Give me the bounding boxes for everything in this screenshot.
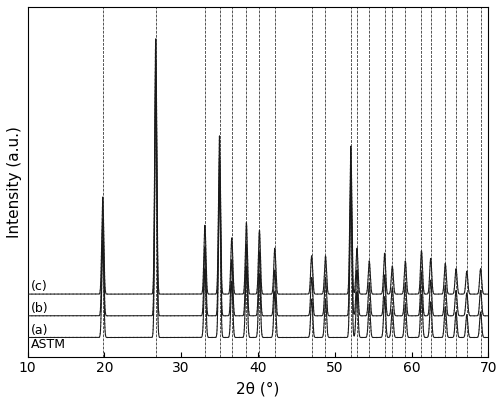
Text: (a): (a) (31, 324, 48, 337)
Text: (c): (c) (31, 280, 47, 293)
Y-axis label: Intensity (a.u.): Intensity (a.u.) (7, 126, 22, 238)
Text: (b): (b) (31, 302, 48, 315)
Text: ASTM: ASTM (31, 338, 66, 351)
X-axis label: 2θ (°): 2θ (°) (236, 381, 280, 396)
